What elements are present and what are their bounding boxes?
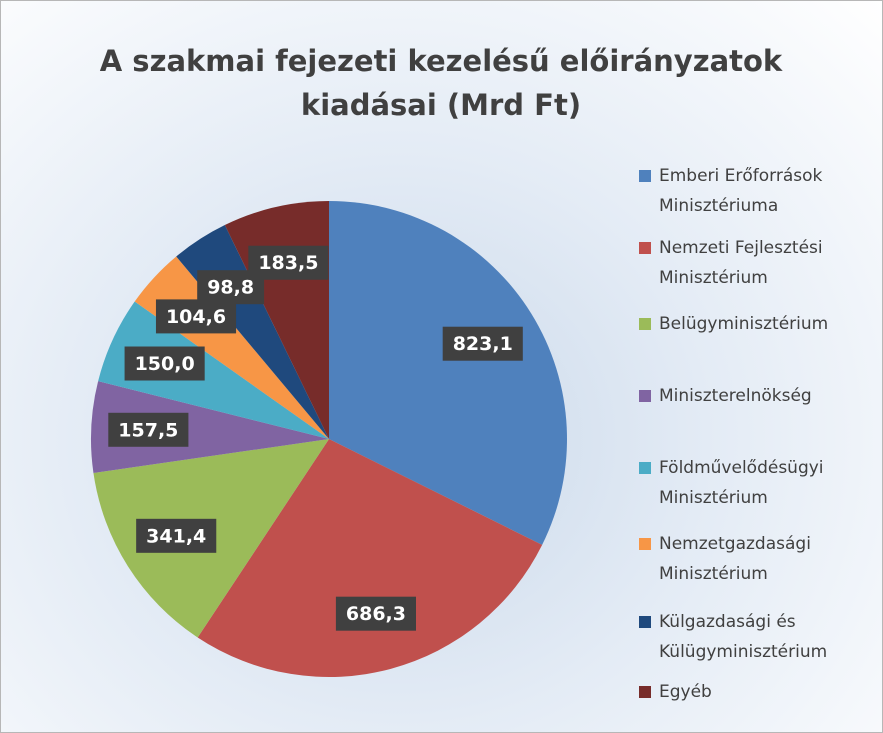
data-label: 183,5 xyxy=(258,252,318,274)
pie-slice xyxy=(98,301,329,439)
legend-swatch xyxy=(639,616,651,628)
legend-label: Nemzetgazdasági Minisztérium xyxy=(659,534,811,584)
legend-label: Belügyminisztérium xyxy=(659,314,829,334)
legend-item: Belügyminisztérium xyxy=(637,309,852,339)
legend-item: Miniszterelnökség xyxy=(637,381,852,411)
data-label-box xyxy=(248,245,329,280)
data-label: 823,1 xyxy=(453,333,513,355)
legend-label: Miniszterelnökség xyxy=(659,386,812,406)
data-label: 98,8 xyxy=(207,277,254,299)
legend-item: Földművelődésügyi Minisztérium xyxy=(637,453,852,513)
pie-slice xyxy=(197,439,543,677)
legend-item: Nemzetgazdasági Minisztérium xyxy=(637,529,852,589)
legend-item: Külgazdasági és Külügyminisztérium xyxy=(637,607,852,667)
legend-item: Nemzeti Fejlesztési Minisztérium xyxy=(637,233,852,293)
data-label: 686,3 xyxy=(346,603,406,625)
data-label: 341,4 xyxy=(146,525,206,547)
legend-swatch xyxy=(639,686,651,698)
legend-item: Egyéb xyxy=(637,677,852,707)
legend-label: Emberi Erőforrások Minisztériuma xyxy=(659,166,823,216)
data-label-box xyxy=(108,412,189,447)
data-label: 157,5 xyxy=(118,419,178,441)
data-label: 150,0 xyxy=(135,353,195,375)
legend-item: Emberi Erőforrások Minisztériuma xyxy=(637,161,852,221)
data-label: 104,6 xyxy=(166,306,226,328)
data-label-box xyxy=(335,596,416,631)
data-label-box xyxy=(155,299,237,334)
chart-title: kiadásai (Mrd Ft) xyxy=(301,88,581,122)
legend-swatch xyxy=(639,462,651,474)
legend-swatch xyxy=(639,242,651,254)
data-label-box xyxy=(136,518,217,553)
data-label-box xyxy=(442,326,523,361)
legend-swatch xyxy=(639,170,651,182)
chart-title: A szakmai fejezeti kezelésű előirányzato… xyxy=(100,44,783,78)
pie-slice xyxy=(91,381,329,474)
legend-swatch xyxy=(639,538,651,550)
legend-swatch xyxy=(639,318,651,330)
legend-swatch xyxy=(639,390,651,402)
pie-slice xyxy=(329,201,567,545)
legend-label: Egyéb xyxy=(659,682,712,702)
data-label-box xyxy=(124,346,205,381)
legend-label: Földművelődésügyi Minisztérium xyxy=(659,458,824,508)
legend-label: Külgazdasági és Külügyminisztérium xyxy=(659,612,828,662)
legend-label: Nemzeti Fejlesztési Minisztérium xyxy=(659,238,823,288)
